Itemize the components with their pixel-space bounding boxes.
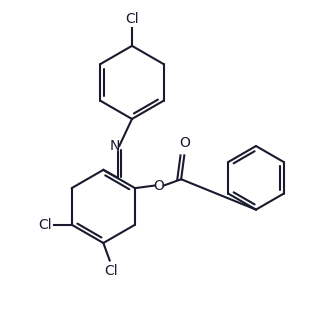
Text: Cl: Cl bbox=[125, 12, 139, 26]
Text: Cl: Cl bbox=[38, 218, 52, 232]
Text: N: N bbox=[109, 139, 120, 153]
Text: O: O bbox=[179, 136, 190, 150]
Text: Cl: Cl bbox=[105, 264, 118, 278]
Text: O: O bbox=[153, 179, 164, 193]
